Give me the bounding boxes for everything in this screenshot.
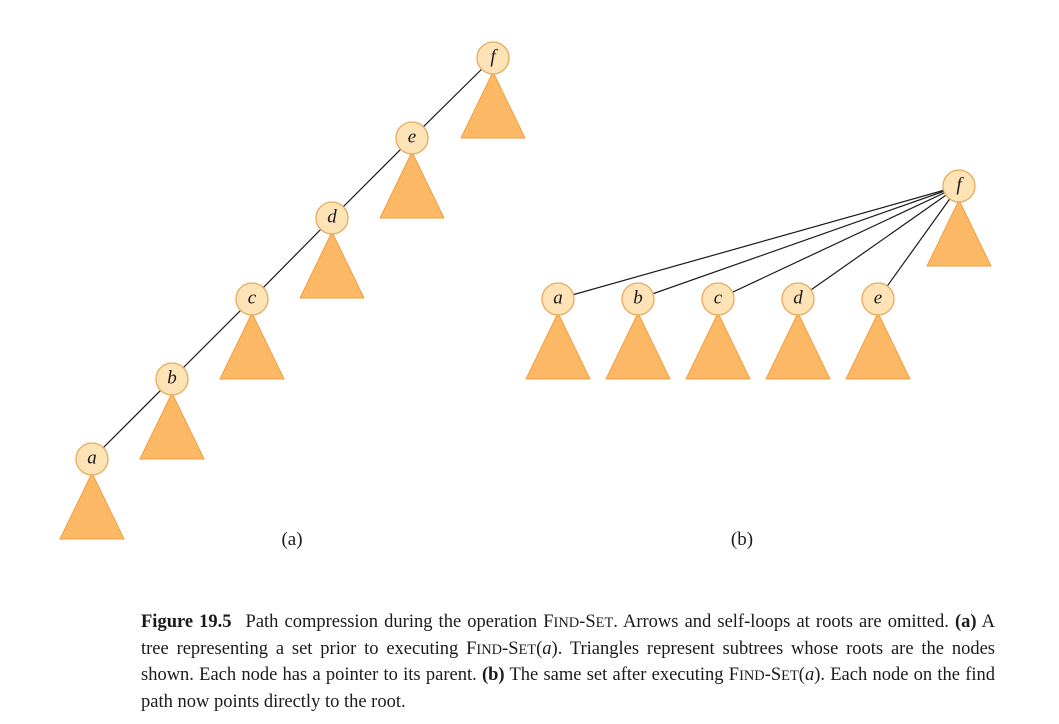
node-c: c xyxy=(235,282,269,316)
node-circle-d xyxy=(315,201,349,235)
find-set-call-2: FIND-SET(a) xyxy=(728,665,821,685)
node-circle-a xyxy=(75,442,109,476)
subtree-triangle-b xyxy=(605,311,671,380)
node-f: f xyxy=(942,169,976,203)
node-c: c xyxy=(701,282,735,316)
node-label-b: b xyxy=(633,288,643,309)
panel-a-label: (a) xyxy=(281,529,302,550)
node-e: e xyxy=(395,121,429,155)
node-label-b: b xyxy=(167,368,177,389)
node-b: b xyxy=(155,362,189,396)
edge-a-f xyxy=(557,185,960,300)
edge-d-f xyxy=(797,185,960,300)
caption-text-5: The same set after executing xyxy=(504,665,729,685)
caption-text-3: A tree representing a set prior to execu… xyxy=(141,612,995,659)
node-label-d: d xyxy=(327,207,337,228)
subtree-triangle-c xyxy=(219,311,285,380)
caption-part-a: (a) xyxy=(954,612,977,632)
panel-a-tree: a b c d e f (a) xyxy=(59,41,526,550)
panel-b-label: (b) xyxy=(731,529,753,550)
subtree-triangle-d xyxy=(299,230,365,299)
find-set-call-1: FIND-SET(a) xyxy=(466,638,558,659)
node-b: b xyxy=(621,282,655,316)
caption-text-4: . Triangles represent subtrees whose roo… xyxy=(141,638,995,686)
node-label-c: c xyxy=(714,288,723,309)
node-circle-e xyxy=(861,282,895,316)
edge-d-e xyxy=(331,137,413,219)
node-e: e xyxy=(861,282,895,316)
node-a: a xyxy=(541,282,575,316)
edge-b-f xyxy=(637,185,960,300)
node-circle-b xyxy=(155,362,189,396)
edge-e-f xyxy=(411,57,494,139)
figure-caption: Figure 19.5 Path compression during the o… xyxy=(141,610,995,715)
panel-b-tree: a b c d e f (b) xyxy=(525,169,992,550)
node-label-d: d xyxy=(793,288,803,309)
node-circle-f xyxy=(476,41,510,75)
node-label-e: e xyxy=(408,127,416,148)
edge-a-b xyxy=(91,378,173,460)
caption-part-b: (b) xyxy=(481,665,505,685)
subtree-triangle-d xyxy=(765,311,831,380)
caption-text-2: . Arrows and self-loops at roots are omi… xyxy=(613,612,955,632)
subtree-triangle-a xyxy=(525,311,591,380)
node-d: d xyxy=(781,282,815,316)
edge-c-f xyxy=(717,185,960,300)
node-circle-f xyxy=(942,169,976,203)
edge-b-c xyxy=(171,298,253,380)
path-compression-diagram: a b c d e f (a) a b c d e f (b) xyxy=(59,41,992,550)
node-circle-c xyxy=(701,282,735,316)
node-label-f: f xyxy=(956,175,964,196)
node-a: a xyxy=(75,442,109,476)
node-d: d xyxy=(315,201,349,235)
subtree-triangle-b xyxy=(139,391,205,460)
node-label-a: a xyxy=(87,448,97,469)
find-set-term: FIND-SET xyxy=(543,612,614,632)
subtree-triangle-f xyxy=(460,70,526,139)
subtree-triangle-a xyxy=(59,471,125,540)
node-label-e: e xyxy=(874,288,882,309)
caption-text-1: Path compression during the operation xyxy=(245,612,544,632)
node-circle-d xyxy=(781,282,815,316)
node-label-a: a xyxy=(553,288,563,309)
node-label-c: c xyxy=(248,288,257,309)
edge-e-f xyxy=(877,185,960,300)
subtree-triangle-f xyxy=(926,198,992,267)
node-circle-a xyxy=(541,282,575,316)
subtree-triangle-c xyxy=(685,311,751,380)
node-circle-c xyxy=(235,282,269,316)
edge-c-d xyxy=(251,217,333,300)
node-label-f: f xyxy=(490,47,498,68)
subtree-triangle-e xyxy=(845,311,911,380)
node-circle-b xyxy=(621,282,655,316)
node-f: f xyxy=(476,41,510,75)
caption-text-6: . Each node on the find path now points … xyxy=(141,665,996,712)
figure-number: Figure 19.5 xyxy=(141,612,232,632)
subtree-triangle-e xyxy=(379,150,445,219)
node-circle-e xyxy=(395,121,429,155)
